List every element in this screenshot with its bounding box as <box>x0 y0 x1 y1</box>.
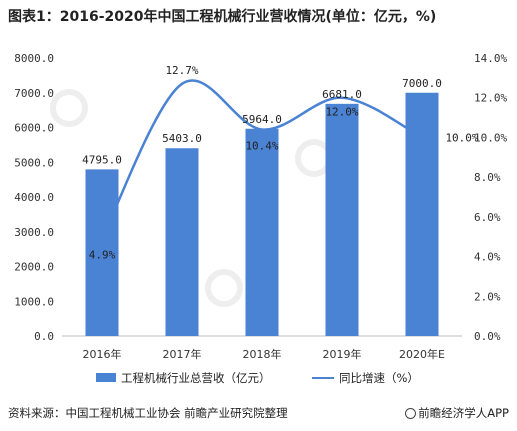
line-value-label: 10.0% <box>445 131 478 144</box>
chart-title: 图表1：2016-2020年中国工程机械行业营收情况(单位：亿元，%) <box>8 9 437 25</box>
bar-labels: 4795.0 5403.0 5964.0 6681.0 7000.0 <box>82 77 442 167</box>
bar <box>165 148 199 336</box>
legend: 工程机械行业总营收（亿元） 同比增速（%） <box>96 371 419 385</box>
y-right-axis: 0.0% 2.0% 4.0% 6.0% 8.0% 10.0% 12.0% 14.0% <box>474 52 507 343</box>
y-right-tick-label: 8.0% <box>474 171 501 184</box>
bar <box>325 103 359 336</box>
y-left-tick-label: 8000.0 <box>14 52 54 65</box>
x-tick-label: 2019年 <box>323 347 362 361</box>
watermark-logo-icon <box>205 269 243 307</box>
line-labels: 4.9% 12.7% 10.4% 12.0% 10.0% <box>89 64 479 262</box>
line-value-label: 4.9% <box>89 249 116 262</box>
x-tick-label: 2020年E <box>399 347 445 361</box>
chart: 0.0 1000.0 2000.0 3000.0 4000.0 5000.0 6000.0 7… <box>14 52 507 385</box>
source-note: 资料来源：中国工程机械工业协会 前瞻产业研究院整理 <box>8 406 288 420</box>
x-tick-label: 2018年 <box>243 347 282 361</box>
line-value-label: 12.0% <box>325 106 358 119</box>
y-right-tick-label: 0.0% <box>474 330 501 343</box>
y-right-tick-label: 14.0% <box>474 52 507 65</box>
line-value-label: 12.7% <box>165 64 198 77</box>
y-right-tick-label: 10.0% <box>474 131 507 144</box>
bar-value-label: 5403.0 <box>162 132 202 145</box>
bar <box>405 92 439 336</box>
bar <box>85 169 119 336</box>
legend-line-label: 同比增速（%） <box>339 371 419 385</box>
y-right-tick-label: 2.0% <box>474 290 501 303</box>
line-value-label: 10.4% <box>245 139 278 152</box>
y-right-tick-label: 4.0% <box>474 251 501 264</box>
y-left-tick-label: 0.0 <box>34 330 54 343</box>
bar-value-label: 5964.0 <box>242 113 282 126</box>
x-tick-label: 2017年 <box>163 347 202 361</box>
brand-logo-icon <box>405 408 417 419</box>
y-left-tick-label: 7000.0 <box>14 87 54 100</box>
x-axis: 2016年 2017年 2018年 2019年 2020年E <box>83 347 446 361</box>
y-left-tick-label: 2000.0 <box>14 261 54 274</box>
bar-value-label: 7000.0 <box>402 77 442 90</box>
y-left-tick-label: 3000.0 <box>14 226 54 239</box>
bars <box>85 92 439 336</box>
y-left-tick-label: 5000.0 <box>14 156 54 169</box>
legend-bar-label: 工程机械行业总营收（亿元） <box>121 371 271 385</box>
watermark-logo-icon <box>50 89 88 127</box>
brand: 前瞻经济学人APP <box>405 405 509 421</box>
bar-value-label: 6681.0 <box>322 88 362 101</box>
brand-label: 前瞻经济学人APP <box>418 406 509 420</box>
y-right-tick-label: 12.0% <box>474 92 507 105</box>
y-left-tick-label: 4000.0 <box>14 191 54 204</box>
bar <box>245 128 279 336</box>
y-left-tick-label: 6000.0 <box>14 122 54 135</box>
y-left-tick-label: 1000.0 <box>14 295 54 308</box>
watermark <box>50 89 333 307</box>
growth-line <box>100 79 423 240</box>
watermark-logo-icon <box>295 139 333 177</box>
y-right-tick-label: 6.0% <box>474 211 501 224</box>
bar-value-label: 4795.0 <box>82 153 122 166</box>
x-tick-label: 2016年 <box>83 347 122 361</box>
legend-bar-swatch <box>96 373 116 382</box>
y-left-axis: 0.0 1000.0 2000.0 3000.0 4000.0 5000.0 6000.0 7… <box>14 52 54 343</box>
